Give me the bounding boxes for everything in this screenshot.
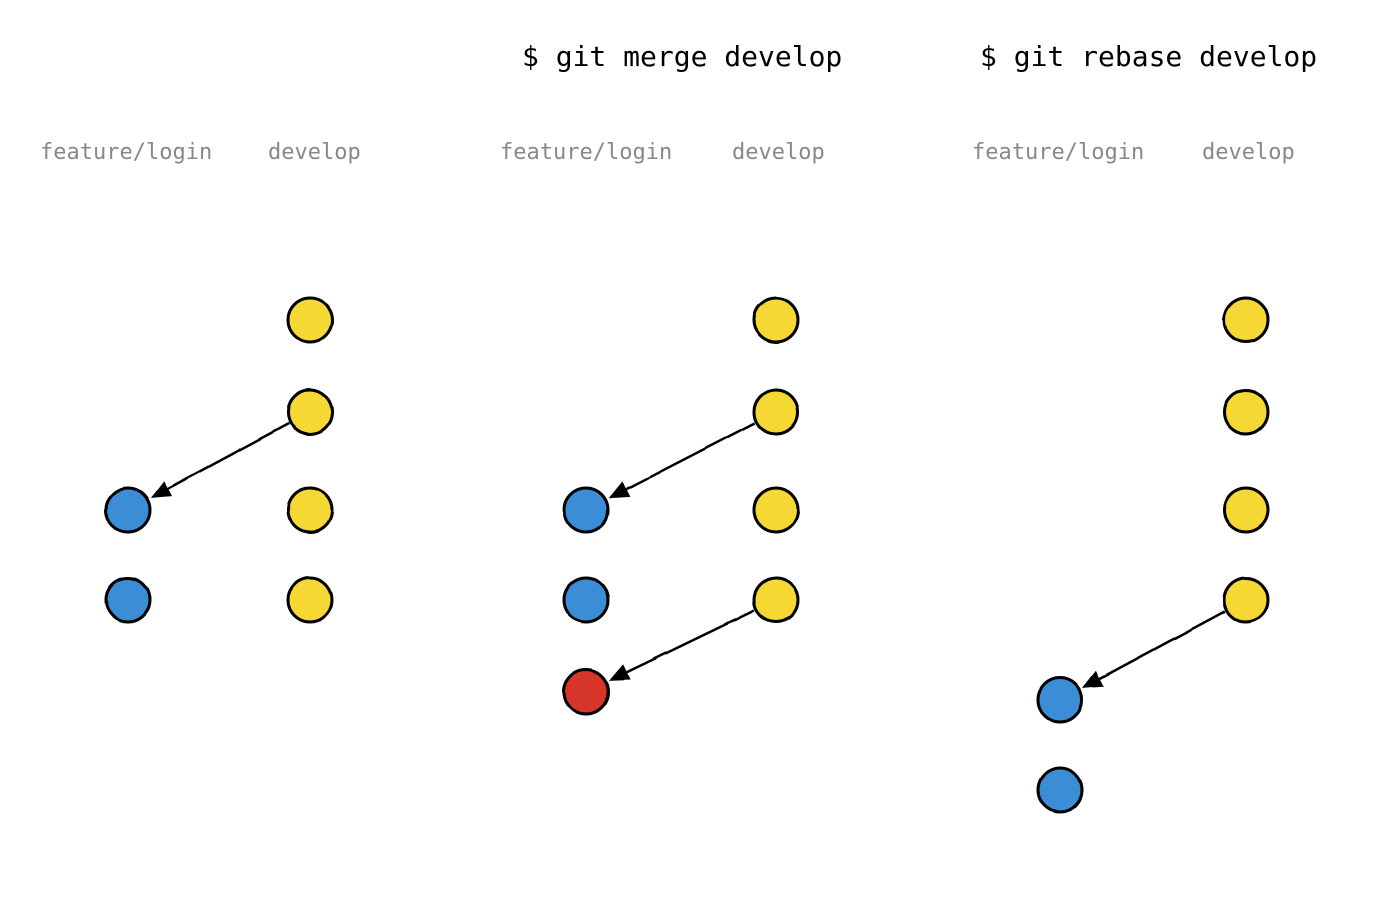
commit-node bbox=[564, 578, 608, 622]
commit-node bbox=[1224, 488, 1268, 532]
commit-node bbox=[1224, 390, 1268, 434]
commit-node bbox=[1038, 678, 1082, 722]
commit-node bbox=[754, 578, 798, 622]
edge-arrow bbox=[1085, 611, 1225, 686]
diagram-canvas bbox=[0, 0, 1400, 908]
panel-title-rebase: $ git rebase develop bbox=[980, 40, 1317, 73]
commit-node bbox=[754, 488, 798, 532]
branch-label-merge-develop: develop bbox=[732, 140, 825, 165]
commit-node bbox=[754, 390, 798, 434]
commit-node bbox=[1038, 768, 1082, 812]
commit-node bbox=[754, 298, 798, 342]
branch-label-before-feature-login: feature/login bbox=[40, 140, 212, 165]
commit-node bbox=[564, 670, 608, 714]
branch-label-merge-feature-login: feature/login bbox=[500, 140, 672, 165]
commit-node bbox=[1224, 578, 1268, 622]
commit-node bbox=[564, 488, 608, 532]
commit-node bbox=[288, 488, 332, 532]
edge-arrow bbox=[153, 423, 289, 496]
commit-node bbox=[288, 390, 332, 434]
commit-node bbox=[288, 298, 332, 342]
edge-arrow bbox=[611, 610, 754, 679]
commit-node bbox=[1224, 298, 1268, 342]
commit-node bbox=[106, 488, 150, 532]
panel-title-merge: $ git merge develop bbox=[522, 40, 842, 73]
edge-arrow bbox=[611, 423, 755, 497]
commit-node bbox=[288, 578, 332, 622]
branch-label-before-develop: develop bbox=[268, 140, 361, 165]
branch-label-rebase-develop: develop bbox=[1202, 140, 1295, 165]
commit-node bbox=[106, 578, 150, 622]
branch-label-rebase-feature-login: feature/login bbox=[972, 140, 1144, 165]
